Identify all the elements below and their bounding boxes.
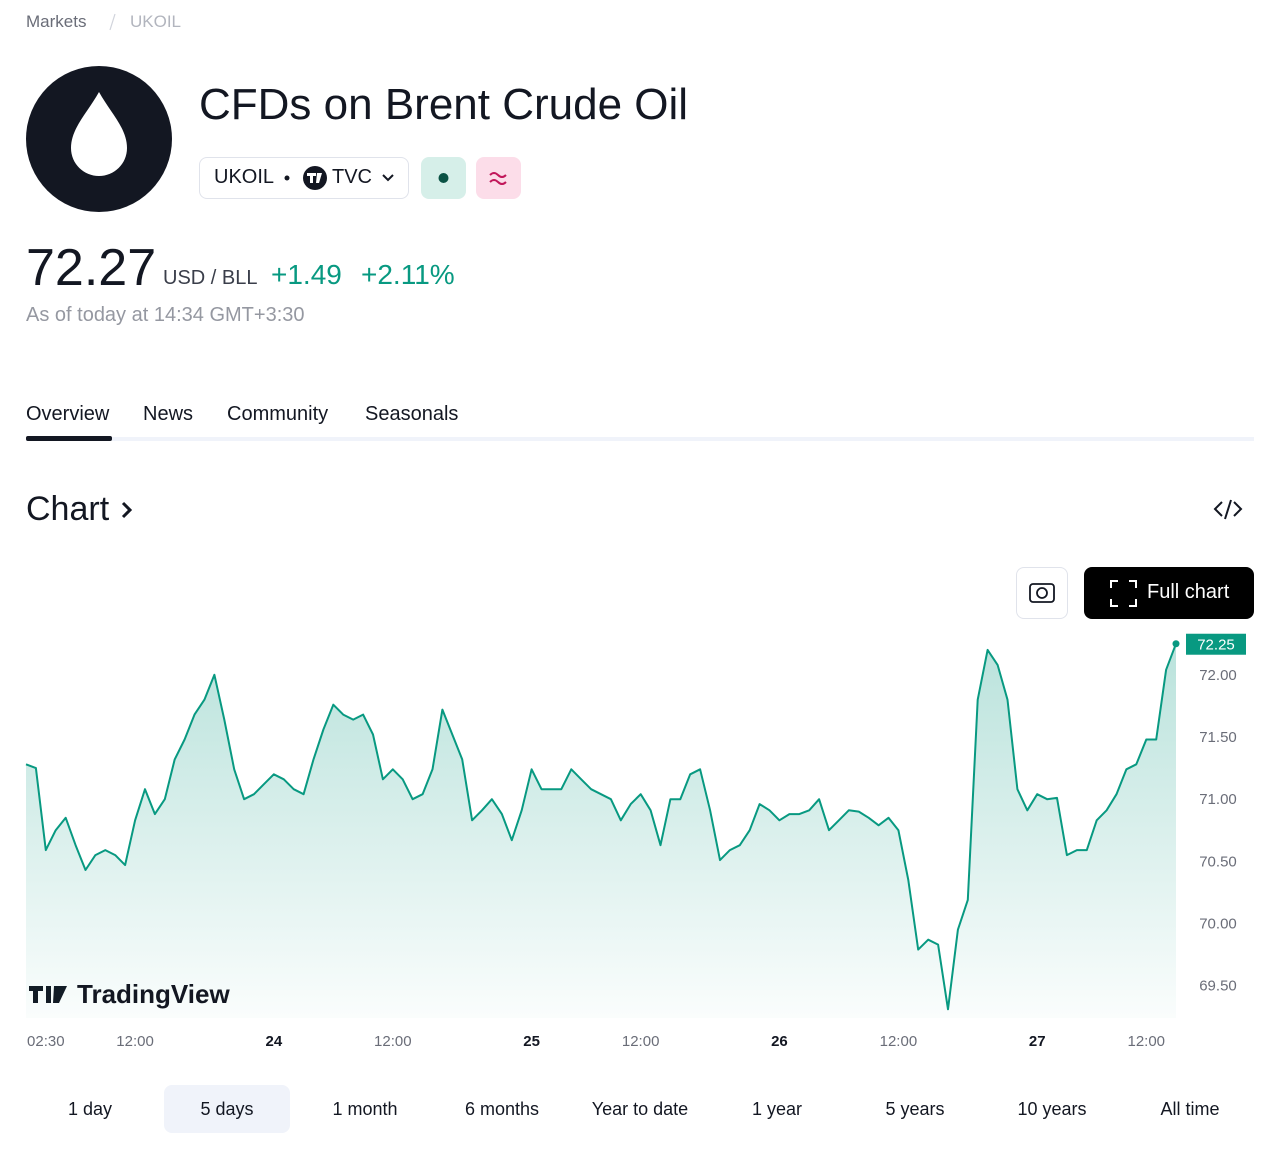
tab-rail	[26, 437, 1254, 441]
area-fill	[26, 643, 1176, 1018]
range-button[interactable]: 5 years	[885, 1099, 945, 1119]
tab[interactable]: Seasonals	[365, 403, 459, 425]
snapshot-button[interactable]	[1016, 567, 1068, 619]
exchange: TVC	[332, 166, 372, 188]
y-tick-label: 72.00	[1199, 667, 1237, 684]
range-button[interactable]: Year to date	[591, 1099, 689, 1119]
range-button[interactable]: 6 months	[464, 1099, 540, 1119]
heading-chevron	[121, 501, 133, 519]
as-of: As of today at 14:34 GMT+3:30	[26, 304, 305, 326]
x-tick-label: 12:00	[880, 1033, 918, 1050]
breadcrumb-separator	[109, 13, 116, 31]
x-tick-label: 12:00	[1127, 1033, 1165, 1050]
range-button[interactable]: 10 years	[1017, 1099, 1087, 1119]
section-heading[interactable]: Chart	[26, 490, 110, 528]
chevron	[382, 174, 394, 182]
exchange-logo	[303, 166, 327, 190]
full-chart-label[interactable]: Full chart	[1147, 581, 1230, 603]
range-button[interactable]: 1 day	[67, 1099, 113, 1119]
x-tick-label: 26	[771, 1033, 788, 1050]
symbol: UKOIL	[214, 166, 275, 188]
symbol-selector[interactable]	[199, 157, 409, 199]
tab-underline	[26, 436, 112, 441]
y-tick-label: 71.50	[1199, 729, 1237, 746]
exchange-logo-mark	[307, 173, 322, 183]
last-point	[1172, 640, 1180, 648]
breadcrumb-link[interactable]: Markets	[26, 12, 87, 31]
range-button[interactable]: 1 year	[751, 1099, 803, 1119]
fullscreen-icon	[1110, 580, 1137, 607]
cfd-icon	[489, 172, 507, 185]
price-line	[25, 643, 1177, 1011]
x-tick-label: 24	[266, 1033, 283, 1050]
tab[interactable]: Overview	[26, 403, 110, 425]
price: 72.27	[26, 239, 157, 297]
y-tick-label: 69.50	[1199, 978, 1237, 995]
camera-lens	[1036, 587, 1048, 599]
price-change-percent: +2.11%	[361, 259, 455, 290]
tab[interactable]: Community	[227, 403, 329, 425]
range-button[interactable]: All time	[1160, 1099, 1220, 1119]
price-change: +1.49	[271, 259, 342, 290]
x-tick-label: 12:00	[374, 1033, 412, 1050]
x-tick-label: 12:00	[116, 1033, 154, 1050]
breadcrumb-current: UKOIL	[130, 12, 182, 31]
last-price-badge	[1186, 633, 1246, 655]
watermark: TradingView	[77, 979, 230, 1009]
tab[interactable]: News	[143, 403, 194, 425]
camera-icon	[1029, 583, 1055, 603]
full-chart-button[interactable]	[1084, 567, 1254, 619]
y-tick-label: 70.50	[1199, 853, 1237, 870]
x-tick-label: 12:00	[622, 1033, 660, 1050]
embed-icon[interactable]	[1213, 499, 1243, 520]
y-tick-label: 70.00	[1199, 916, 1237, 933]
price-unit: USD / BLL	[163, 267, 258, 289]
last-price-label: 72.25	[1197, 637, 1235, 654]
x-tick-label: 02:30	[27, 1033, 65, 1050]
x-tick-label: 27	[1029, 1033, 1046, 1050]
instrument-title: CFDs on Brent Crude Oil	[199, 80, 689, 129]
logo-drop	[71, 92, 127, 176]
range-button[interactable]: 5 days	[164, 1085, 290, 1133]
range-button[interactable]: 1 month	[332, 1099, 398, 1119]
cfd-badge[interactable]	[476, 157, 521, 199]
market-open-dot	[438, 173, 449, 183]
y-tick-label: 71.00	[1199, 791, 1237, 808]
x-tick-label: 25	[523, 1033, 540, 1050]
separator-dot	[284, 175, 290, 181]
